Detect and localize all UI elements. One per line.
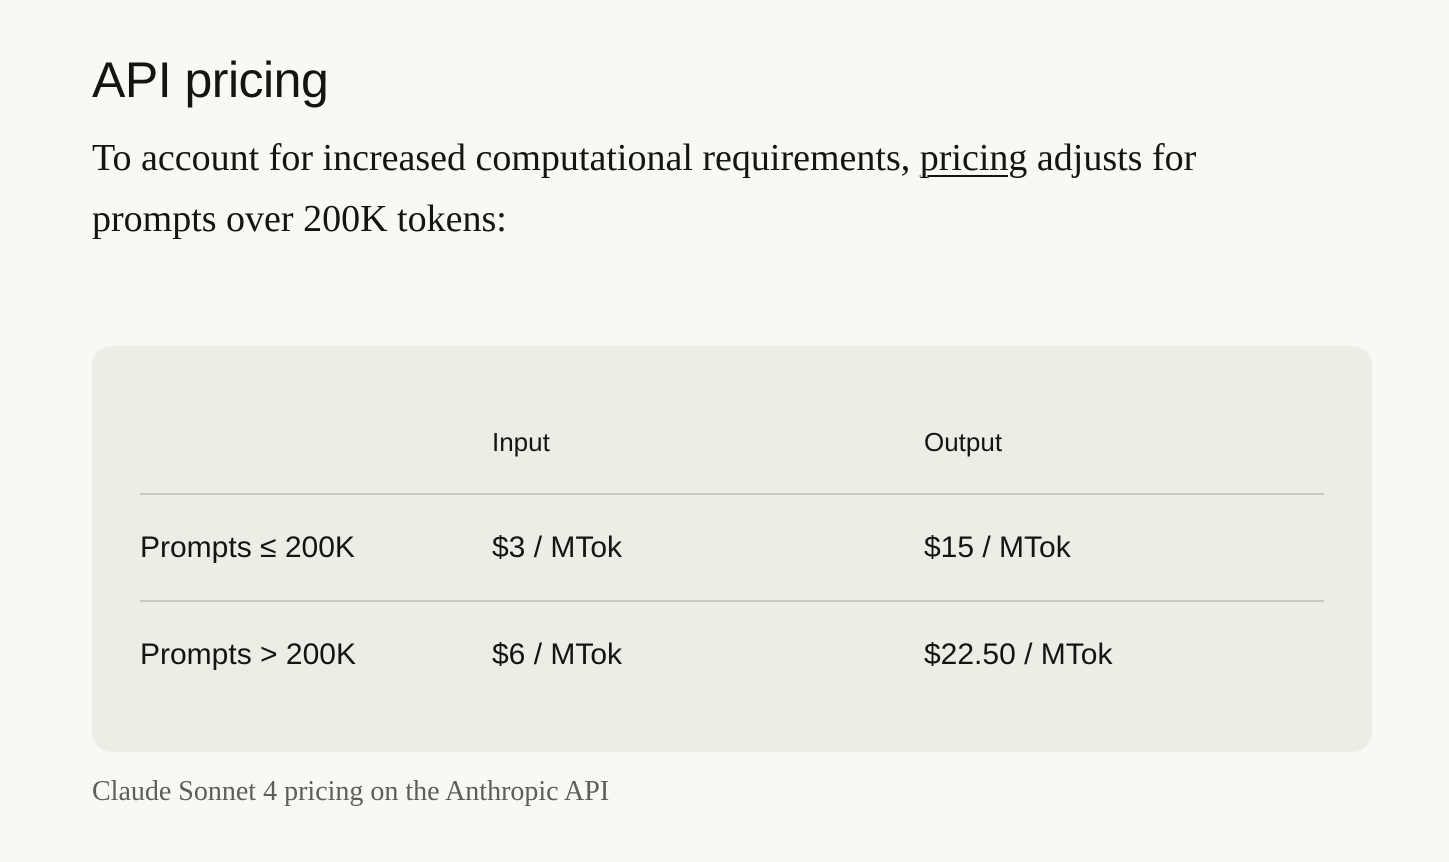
output-price: $22.50 / MTok (924, 637, 1113, 671)
input-price: $3 / MTok (492, 494, 924, 602)
output-price: $15 / MTok (924, 494, 1324, 602)
table-row: Prompts > 200K $6 / MTok $22.50 / MTok (140, 601, 1324, 707)
pricing-link[interactable]: pricing (919, 137, 1028, 179)
table-header-row: Input Output (140, 391, 1324, 495)
intro-text-after-link: adjusts for prompts over 200K tokens: (92, 137, 1197, 240)
pricing-table: Input Output Prompts ≤ 200K $3 / MTok $1… (140, 391, 1324, 707)
row-label: Prompts > 200K (140, 637, 356, 671)
column-header-input: Input (492, 391, 924, 495)
input-price: $6 / MTok (492, 637, 623, 671)
table-row: Prompts ≤ 200K $3 / MTok $15 / MTok (140, 494, 1324, 602)
column-header-blank (140, 391, 492, 495)
row-label: Prompts ≤ 200K (140, 494, 492, 602)
table-caption: Claude Sonnet 4 pricing on the Anthropic… (92, 776, 610, 807)
section-heading: API pricing (92, 52, 329, 108)
intro-text-before-link: To account for increased computational r… (92, 137, 920, 179)
intro-paragraph: To account for increased computational r… (92, 128, 1292, 250)
column-header-output: Output (924, 391, 1324, 495)
